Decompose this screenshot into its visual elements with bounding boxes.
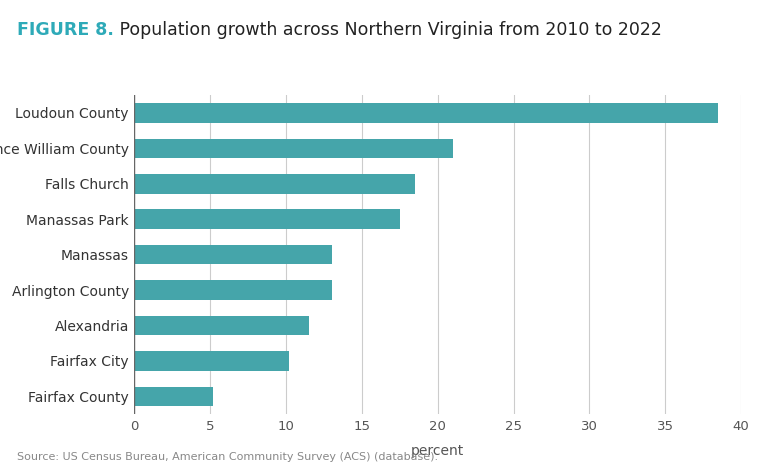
- Bar: [134, 351, 289, 371]
- X-axis label: percent: percent: [411, 444, 465, 458]
- Bar: [134, 139, 453, 158]
- Bar: [134, 174, 415, 194]
- Bar: [134, 280, 332, 300]
- Text: FIGURE 8.: FIGURE 8.: [17, 21, 114, 40]
- Bar: [134, 387, 214, 406]
- Bar: [134, 245, 332, 264]
- Bar: [134, 209, 400, 229]
- Bar: [134, 316, 309, 335]
- Bar: [134, 103, 718, 123]
- Text: Source: US Census Bureau, American Community Survey (ACS) (database).: Source: US Census Bureau, American Commu…: [17, 452, 438, 462]
- Text: Population growth across Northern Virginia from 2010 to 2022: Population growth across Northern Virgin…: [114, 21, 662, 40]
